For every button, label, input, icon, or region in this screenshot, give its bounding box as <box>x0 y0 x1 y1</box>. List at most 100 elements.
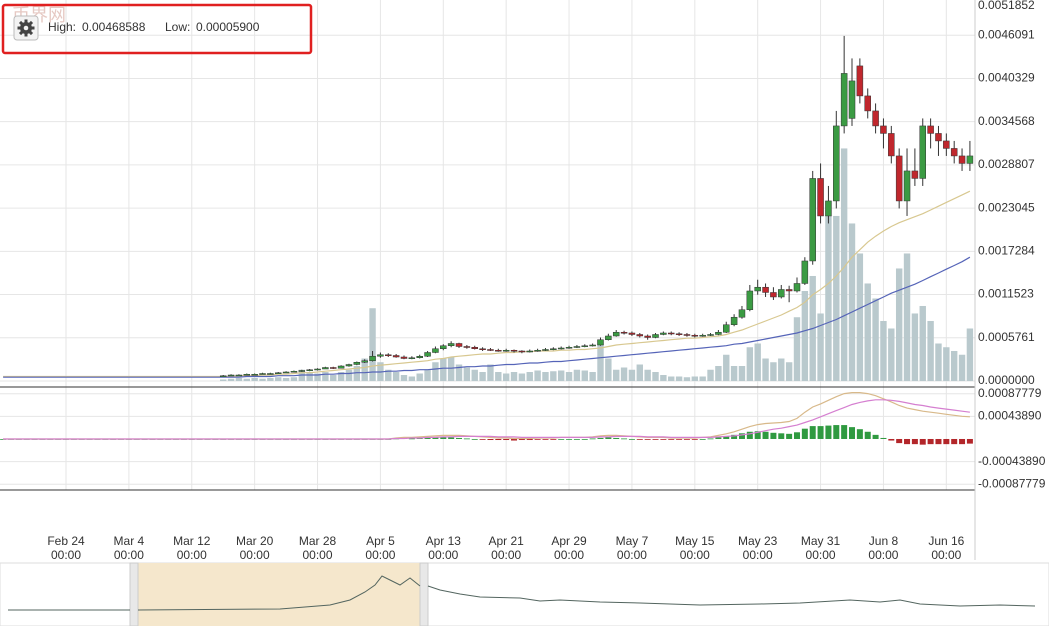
volume-bar <box>903 253 911 381</box>
macd-histogram-bar <box>731 434 738 439</box>
volume-bar <box>447 356 455 381</box>
volume-bar <box>220 379 227 381</box>
volume-bar <box>817 313 824 381</box>
x-tick-time: 00:00 <box>491 548 521 562</box>
volume-bar <box>620 367 628 381</box>
macd-histogram-bar <box>793 432 800 439</box>
macd-histogram-bar <box>432 437 439 439</box>
axes <box>0 0 976 560</box>
low-value: 0.00005900 <box>196 20 260 34</box>
line <box>3 399 970 440</box>
x-tick-time: 00:00 <box>617 548 647 562</box>
navigator-line <box>8 575 1036 611</box>
candle-body <box>746 290 754 310</box>
volume-bar <box>400 374 408 381</box>
candle-body <box>290 370 298 373</box>
macd-histogram-bar <box>424 437 431 439</box>
volume-bar <box>644 369 651 381</box>
volume-bar <box>275 377 282 381</box>
x-tick-label: Apr 5 <box>366 534 395 548</box>
candle-body <box>227 374 235 377</box>
volume-bar <box>958 354 966 381</box>
candle-body <box>298 370 306 372</box>
candle-body <box>762 286 769 293</box>
candle-body <box>667 332 675 335</box>
line <box>3 190 971 378</box>
candle-body <box>715 331 722 335</box>
candle-body <box>369 355 376 361</box>
x-tick-time: 00:00 <box>554 548 584 562</box>
candle-body <box>345 364 353 367</box>
macd-histogram-bar <box>809 426 816 439</box>
volume-bar <box>840 148 848 381</box>
volume-bar <box>534 370 541 381</box>
x-tick-label: May 31 <box>801 534 841 548</box>
macd-histogram-bar <box>534 438 541 440</box>
volume-bar <box>691 376 699 381</box>
navigator <box>0 562 1049 626</box>
volume-bar <box>345 369 353 381</box>
candle-body <box>691 334 699 337</box>
y-tick-label: 0.00043890 <box>978 409 1042 423</box>
volume-bar <box>510 371 518 381</box>
volume-bar <box>895 268 903 381</box>
volume-bar <box>864 283 871 381</box>
volume-bar <box>424 369 431 381</box>
volume-bar <box>652 371 659 381</box>
candle-body <box>801 260 809 284</box>
volume-bar <box>927 320 934 381</box>
macd-histogram-bar <box>511 438 518 441</box>
volume-bar <box>754 343 761 381</box>
navigator-handle[interactable] <box>129 562 139 626</box>
macd-histogram-bar <box>683 438 690 440</box>
volume-bar <box>746 347 754 381</box>
volume-bar <box>778 358 785 381</box>
candle-body <box>683 334 691 336</box>
y-tick-label: 0.0017284 <box>978 244 1035 258</box>
candle-body <box>400 356 408 359</box>
macd-histogram-bar <box>849 427 856 439</box>
volume-bar <box>440 358 447 381</box>
volume-bar <box>833 215 840 381</box>
x-tick-label: Jun 8 <box>869 534 899 548</box>
candle-body <box>754 286 761 292</box>
macd-histogram-bar <box>896 438 903 444</box>
volume-bar <box>636 364 643 381</box>
macd-histogram-bar <box>518 438 525 441</box>
candle-body <box>958 155 966 164</box>
candle-body <box>919 125 926 179</box>
high-label: High: <box>48 20 76 34</box>
candle-body <box>408 357 416 359</box>
macd-histogram-bar <box>738 433 745 439</box>
candle-body <box>589 344 596 347</box>
volume-bar <box>408 376 416 381</box>
volume-bar <box>738 365 746 381</box>
macd-histogram-bar <box>959 438 966 445</box>
x-tick-time: 00:00 <box>177 548 207 562</box>
candle-body <box>385 354 392 356</box>
volume-bar <box>613 369 620 381</box>
x-tick-label: Feb 24 <box>47 534 85 548</box>
macd-histogram-bar <box>943 438 950 445</box>
navigator-handle[interactable] <box>419 562 429 626</box>
volume-bar <box>919 305 926 381</box>
volume-bar <box>235 377 243 381</box>
candle-body <box>557 347 565 350</box>
candle-body <box>322 367 329 370</box>
volume-bar <box>597 343 604 381</box>
macd-histogram-bar <box>628 438 635 440</box>
candle-body <box>432 348 439 353</box>
candle-body <box>565 346 573 349</box>
volume-bar <box>793 317 801 381</box>
macd-histogram-bar <box>872 434 879 439</box>
y-tick-label: 0.0005761 <box>978 330 1035 344</box>
volume-bar <box>337 371 345 381</box>
volume-bar <box>495 371 502 381</box>
macd-histogram-bar <box>825 425 832 439</box>
y-tick-label: 0.0011523 <box>978 287 1034 301</box>
candle-body <box>888 133 895 157</box>
macd-histogram-bar <box>754 431 761 439</box>
volume-bar <box>589 371 596 381</box>
volume-bar <box>848 223 856 381</box>
macd-histogram-bar <box>833 425 840 439</box>
